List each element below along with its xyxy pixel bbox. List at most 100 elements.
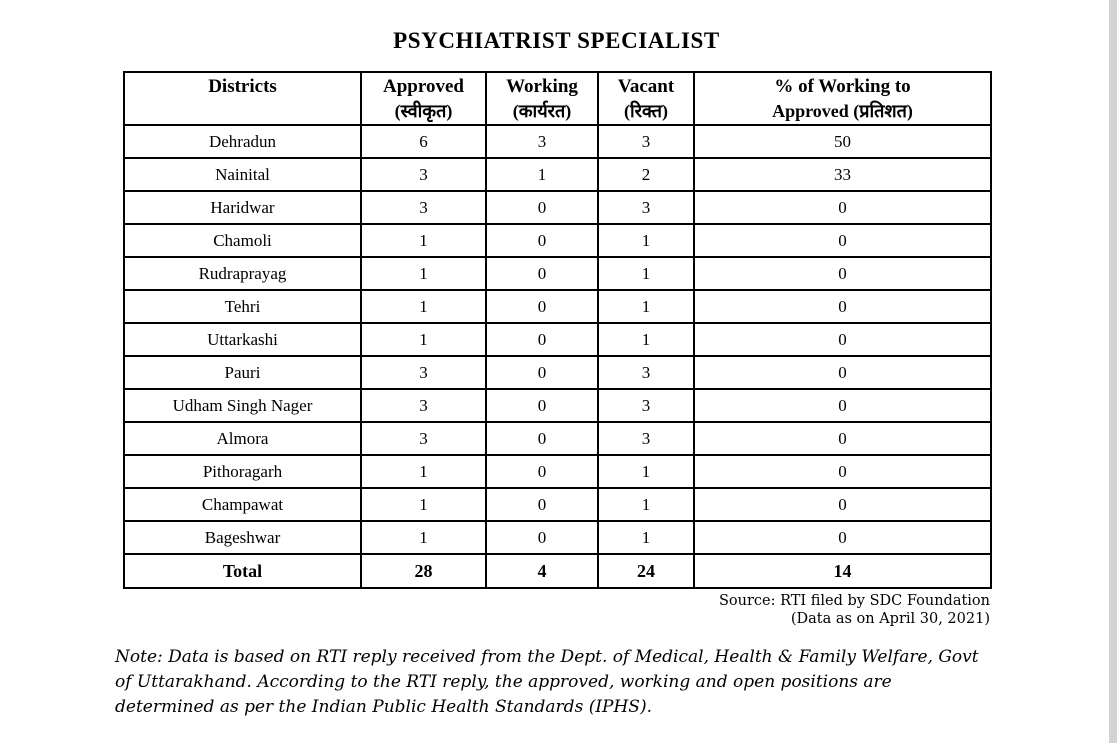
header-label-hindi: (रिक्त) <box>624 101 668 121</box>
value-cell: 0 <box>485 190 599 225</box>
value-cell: 1 <box>597 256 695 291</box>
value-cell: 1 <box>597 520 695 555</box>
district-cell: Champawat <box>123 487 362 522</box>
value-cell: 3 <box>360 421 487 456</box>
table-row: Udham Singh Nager 3 0 3 0 <box>123 388 992 423</box>
column-header-districts: Districts <box>123 71 362 126</box>
value-cell: 0 <box>693 421 992 456</box>
table-row: Almora 3 0 3 0 <box>123 421 992 456</box>
value-cell: 3 <box>597 421 695 456</box>
table-row: Uttarkashi 1 0 1 0 <box>123 322 992 357</box>
value-cell: 3 <box>597 190 695 225</box>
value-cell: 0 <box>693 190 992 225</box>
district-cell: Nainital <box>123 157 362 192</box>
header-label-hindi: (कार्यरत) <box>512 101 572 121</box>
district-cell: Chamoli <box>123 223 362 258</box>
value-cell: 0 <box>485 454 599 489</box>
total-approved-cell: 28 <box>360 553 487 589</box>
value-cell: 1 <box>597 223 695 258</box>
district-cell: Pauri <box>123 355 362 390</box>
value-cell: 2 <box>597 157 695 192</box>
district-cell: Haridwar <box>123 190 362 225</box>
value-cell: 0 <box>693 454 992 489</box>
value-cell: 0 <box>485 421 599 456</box>
table-row: Pauri 3 0 3 0 <box>123 355 992 390</box>
value-cell: 0 <box>485 355 599 390</box>
value-cell: 3 <box>485 124 599 159</box>
header-label: Districts <box>208 76 277 97</box>
value-cell: 3 <box>360 355 487 390</box>
district-cell: Tehri <box>123 289 362 324</box>
district-cell: Rudraprayag <box>123 256 362 291</box>
table-row: Champawat 1 0 1 0 <box>123 487 992 522</box>
value-cell: 0 <box>693 256 992 291</box>
value-cell: 0 <box>693 355 992 390</box>
value-cell: 3 <box>597 355 695 390</box>
total-working-cell: 4 <box>485 553 599 589</box>
value-cell: 1 <box>597 487 695 522</box>
table-row: Haridwar 3 0 3 0 <box>123 190 992 225</box>
table-row: Rudraprayag 1 0 1 0 <box>123 256 992 291</box>
header-label-hindi: (स्वीकृत) <box>394 101 453 121</box>
value-cell: 0 <box>693 520 992 555</box>
total-percent-cell: 14 <box>693 553 992 589</box>
value-cell: 0 <box>693 487 992 522</box>
value-cell: 0 <box>485 256 599 291</box>
district-cell: Pithoragarh <box>123 454 362 489</box>
column-header-working: Working (कार्यरत) <box>485 71 599 126</box>
district-cell: Bageshwar <box>123 520 362 555</box>
value-cell: 0 <box>693 289 992 324</box>
value-cell: 1 <box>485 157 599 192</box>
value-cell: 1 <box>360 520 487 555</box>
value-cell: 1 <box>360 289 487 324</box>
value-cell: 0 <box>693 322 992 357</box>
value-cell: 0 <box>485 223 599 258</box>
value-cell: 1 <box>360 487 487 522</box>
table-row: Tehri 1 0 1 0 <box>123 289 992 324</box>
district-cell: Almora <box>123 421 362 456</box>
total-label-cell: Total <box>123 553 362 589</box>
header-label-hindi: Approved (प्रतिशत) <box>772 101 913 121</box>
district-cell: Uttarkashi <box>123 322 362 357</box>
table-header: Districts Approved (स्वीकृत) Working (का… <box>123 71 992 126</box>
table-row: Dehradun 6 3 3 50 <box>123 124 992 159</box>
value-cell: 0 <box>693 388 992 423</box>
table-row: Chamoli 1 0 1 0 <box>123 223 992 258</box>
value-cell: 1 <box>597 454 695 489</box>
table-row: Nainital 3 1 2 33 <box>123 157 992 192</box>
table-footer: Total 28 4 24 14 <box>123 553 992 589</box>
source-line: Source: RTI filed by SDC Foundation <box>718 593 990 609</box>
source-date-line: (Data as on April 30, 2021) <box>790 611 990 627</box>
value-cell: 0 <box>485 520 599 555</box>
table-row: Pithoragarh 1 0 1 0 <box>123 454 992 489</box>
column-header-approved: Approved (स्वीकृत) <box>360 71 487 126</box>
page-title: PSYCHIATRIST SPECIALIST <box>393 28 720 53</box>
value-cell: 1 <box>597 322 695 357</box>
value-cell: 6 <box>360 124 487 159</box>
district-cell: Udham Singh Nager <box>123 388 362 423</box>
specialist-table: Districts Approved (स्वीकृत) Working (का… <box>123 71 992 589</box>
note-text: Note: Data is based on RTI reply receive… <box>115 647 979 717</box>
total-vacant-cell: 24 <box>597 553 695 589</box>
value-cell: 3 <box>360 190 487 225</box>
vertical-scrollbar[interactable] <box>1109 0 1117 743</box>
header-row: Districts Approved (स्वीकृत) Working (का… <box>123 71 992 126</box>
value-cell: 50 <box>693 124 992 159</box>
table-body: Dehradun 6 3 3 50 Nainital 3 1 2 33 Haridwar 3 0 3 0 Ch… <box>123 124 992 555</box>
value-cell: 1 <box>360 223 487 258</box>
header-label: Working <box>506 76 578 97</box>
table-row: Bageshwar 1 0 1 0 <box>123 520 992 555</box>
value-cell: 3 <box>597 124 695 159</box>
header-label: % of Working to <box>774 76 911 97</box>
value-cell: 3 <box>597 388 695 423</box>
value-cell: 1 <box>360 322 487 357</box>
total-row: Total 28 4 24 14 <box>123 553 992 589</box>
column-header-vacant: Vacant (रिक्त) <box>597 71 695 126</box>
value-cell: 0 <box>485 289 599 324</box>
value-cell: 0 <box>485 388 599 423</box>
column-header-percent: % of Working to Approved (प्रतिशत) <box>693 71 992 126</box>
value-cell: 1 <box>360 256 487 291</box>
value-cell: 0 <box>693 223 992 258</box>
header-label: Approved <box>383 76 464 97</box>
